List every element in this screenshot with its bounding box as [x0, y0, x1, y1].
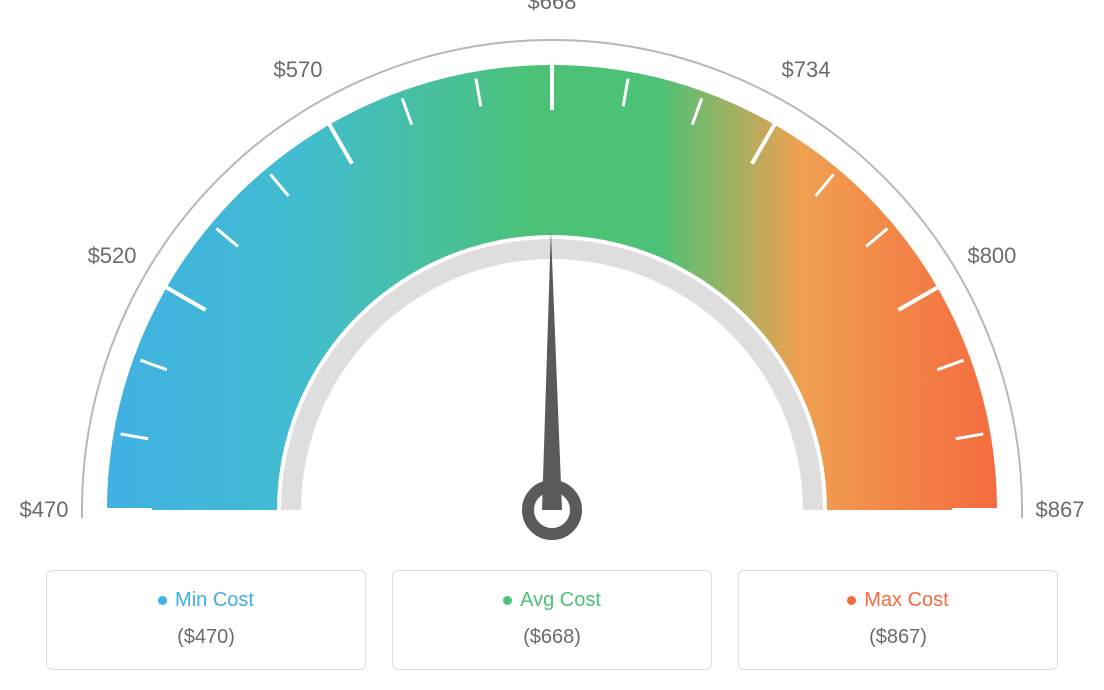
gauge-tick-label: $570 — [274, 57, 323, 83]
legend-label: Avg Cost — [520, 589, 601, 612]
legend-title-max: Max Cost — [847, 589, 948, 612]
legend-card-min: Min Cost ($470) — [46, 570, 366, 670]
dot-icon — [503, 596, 512, 605]
legend-card-avg: Avg Cost ($668) — [392, 570, 712, 670]
gauge-tick-label: $867 — [1036, 497, 1085, 523]
gauge-tick-label: $734 — [782, 57, 831, 83]
legend-card-max: Max Cost ($867) — [738, 570, 1058, 670]
legend-label: Max Cost — [864, 589, 948, 612]
gauge-tick-label: $668 — [528, 0, 577, 15]
legend-title-avg: Avg Cost — [503, 589, 601, 612]
gauge-svg — [0, 0, 1104, 560]
legend-label: Min Cost — [175, 589, 254, 612]
gauge-tick-label: $520 — [88, 243, 137, 269]
legend-row: Min Cost ($470) Avg Cost ($668) Max Cost… — [0, 570, 1104, 670]
legend-value: ($668) — [403, 626, 701, 649]
gauge-tick-label: $800 — [967, 243, 1016, 269]
legend-title-min: Min Cost — [158, 589, 254, 612]
legend-value: ($867) — [749, 626, 1047, 649]
gauge-tick-label: $470 — [20, 497, 69, 523]
dot-icon — [158, 596, 167, 605]
legend-value: ($470) — [57, 626, 355, 649]
dot-icon — [847, 596, 856, 605]
cost-gauge: $470 $520 $570 $668 $734 $800 $867 — [0, 0, 1104, 560]
